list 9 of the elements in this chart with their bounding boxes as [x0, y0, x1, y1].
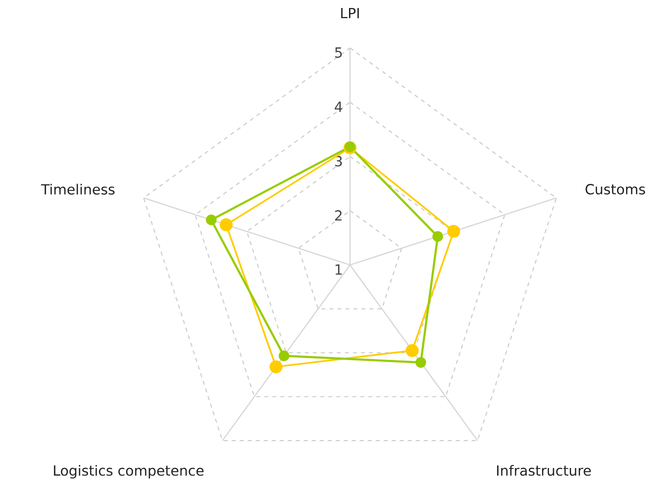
y-tick-label: 1 — [336, 264, 342, 275]
spoke-label: Timeliness — [41, 184, 115, 195]
y-tick-label: 4 — [334, 102, 342, 112]
spoke-label: Logistics competence — [54, 464, 204, 479]
y-tick-label: 5 — [335, 47, 342, 58]
spoke-label: Infrastructure — [497, 464, 591, 476]
spoke-label: LPI — [341, 8, 359, 18]
spoke-label: Customs — [586, 184, 646, 194]
y-tick-label: 2 — [335, 210, 342, 221]
